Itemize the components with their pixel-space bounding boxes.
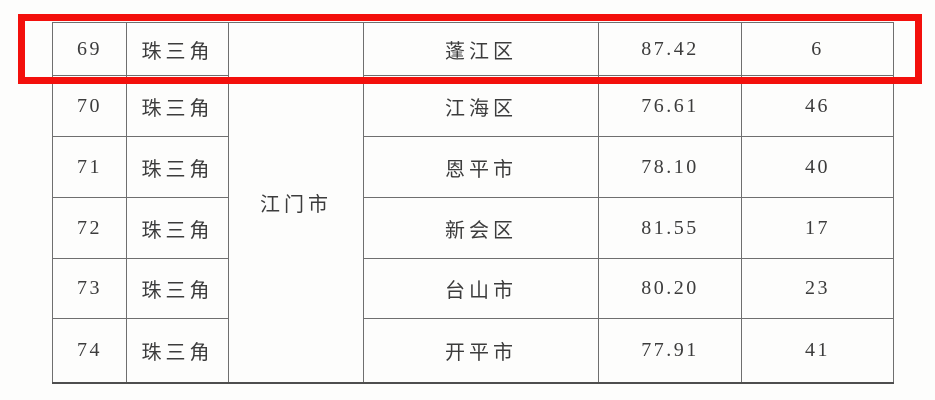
cell-district: 恩平市: [363, 136, 599, 198]
cell-region: 珠三角: [126, 197, 229, 259]
cell-region: 珠三角: [126, 75, 229, 137]
cell-rank-no: 69: [52, 22, 127, 76]
cell-district: 开平市: [363, 318, 599, 384]
cell-region: 珠三角: [126, 258, 229, 319]
table-row-highlighted: 69 珠三角 江门市 蓬江区 87.42 6: [52, 22, 894, 383]
cell-rank-no: 73: [52, 258, 127, 319]
cell-region: 珠三角: [126, 136, 229, 198]
cell-score: 78.10: [598, 136, 742, 198]
cell-rank: 41: [741, 318, 894, 384]
cell-region: 珠三角: [126, 318, 229, 384]
cell-district: 台山市: [363, 258, 599, 319]
cell-rank-no: 72: [52, 197, 127, 259]
ranking-table: 69 珠三角 江门市 蓬江区 87.42 6 70 珠三角 江海区 76.61 …: [52, 22, 894, 384]
cell-rank: 46: [741, 75, 894, 137]
cell-rank-no: 70: [52, 75, 127, 137]
cell-rank: 40: [741, 136, 894, 198]
cell-score: 87.42: [598, 22, 742, 76]
cell-region: 珠三角: [126, 22, 229, 76]
cell-score: 80.20: [598, 258, 742, 319]
cell-score: 81.55: [598, 197, 742, 259]
cell-rank-no: 74: [52, 318, 127, 384]
table-row: 74 珠三角 开平市 77.91 41: [52, 318, 894, 384]
cell-rank: 6: [741, 22, 894, 76]
cell-district: 新会区: [363, 197, 599, 259]
cell-rank: 17: [741, 197, 894, 259]
table-row: 70 珠三角 江海区 76.61 46: [52, 75, 894, 137]
cell-score: 77.91: [598, 318, 742, 384]
cell-score: 76.61: [598, 75, 742, 137]
table-row: 71 珠三角 恩平市 78.10 40: [52, 136, 894, 198]
cell-city-merged: 江门市: [228, 22, 364, 383]
cell-rank-no: 71: [52, 136, 127, 198]
cell-district: 蓬江区: [363, 22, 599, 76]
table-row: 73 珠三角 台山市 80.20 23: [52, 258, 894, 319]
cell-district: 江海区: [363, 75, 599, 137]
cell-rank: 23: [741, 258, 894, 319]
table-row: 72 珠三角 新会区 81.55 17: [52, 197, 894, 259]
